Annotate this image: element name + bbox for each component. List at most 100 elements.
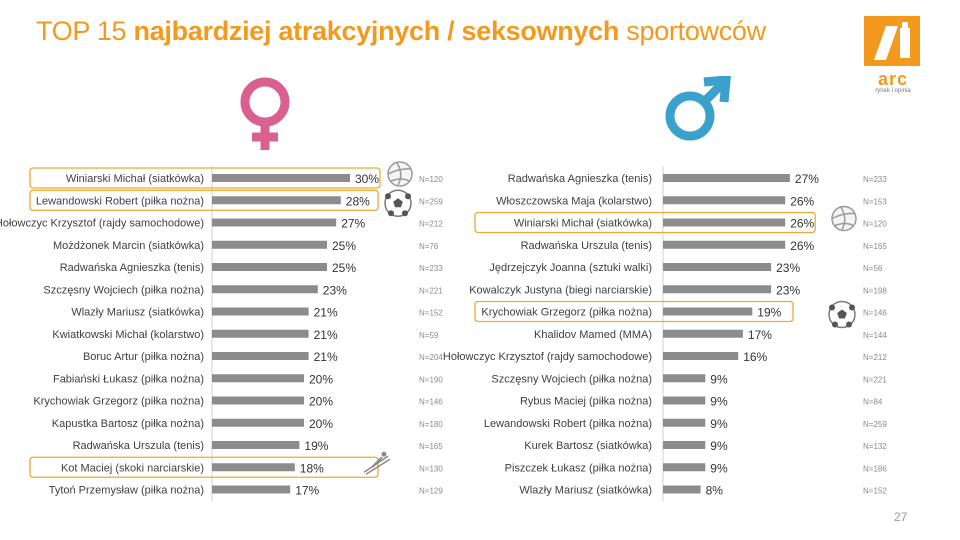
female-bar	[212, 396, 304, 405]
logo-text: arc	[877, 69, 909, 89]
female-n-label: N=59	[419, 331, 439, 340]
soccer-ball-icon	[384, 189, 412, 217]
male-value-label: 23%	[776, 261, 800, 275]
female-row-label: Boruc Artur (piłka nożna)	[83, 351, 204, 363]
male-value-label: 9%	[710, 372, 728, 386]
female-n-label: N=233	[419, 264, 443, 273]
female-bar	[212, 218, 337, 227]
female-row-label: Lewandowski Robert (piłka nożna)	[36, 195, 204, 207]
female-row-label: Radwańska Agnieszka (tenis)	[60, 262, 204, 274]
female-value-label: 20%	[309, 372, 333, 386]
male-row-label: Khalidov Mamed (MMA)	[534, 329, 652, 341]
male-row-label: Włoszczowska Maja (kolarstwo)	[496, 195, 652, 207]
female-value-label: 27%	[341, 217, 365, 231]
female-bar	[212, 240, 327, 249]
volleyball-icon	[387, 161, 413, 187]
female-value-label: 21%	[314, 328, 338, 342]
male-bar	[663, 352, 739, 360]
female-value-label: 18%	[300, 461, 324, 475]
female-n-label: N=212	[419, 220, 443, 229]
female-n-label: N=204	[419, 353, 443, 362]
male-row-label: Kurek Bartosz (siatkówka)	[524, 440, 652, 452]
male-value-label: 9%	[710, 417, 728, 431]
male-highlight-box	[474, 300, 794, 323]
female-row-label: Fabiański Łukasz (piłka nożna)	[53, 373, 204, 385]
male-value-label: 27%	[795, 172, 819, 186]
female-n-label: N=146	[419, 398, 443, 407]
male-bar	[663, 329, 743, 338]
female-row-label: Możdżonek Marcin (siatkówka)	[53, 240, 204, 252]
female-bar	[212, 463, 295, 472]
male-bar	[663, 263, 772, 271]
female-n-label: N=129	[419, 487, 443, 496]
female-highlight-box	[29, 167, 381, 189]
female-n-label: N=76	[419, 242, 439, 251]
male-row-label: Szczęsny Wojciech (piłka nożna)	[491, 373, 652, 385]
male-value-label: 9%	[710, 461, 728, 475]
ski-jumper-icon	[363, 451, 391, 475]
male-n-label: N=259	[863, 420, 887, 429]
title-suffix: sportowców	[619, 16, 766, 46]
male-n-label: N=56	[863, 264, 883, 273]
male-bar	[663, 485, 701, 494]
page-number: 27	[894, 510, 908, 524]
male-row-label: Radwańska Agnieszka (tenis)	[508, 173, 652, 185]
male-value-label: 9%	[710, 395, 728, 409]
male-n-label: N=84	[863, 398, 883, 407]
female-value-label: 19%	[304, 439, 328, 453]
male-bar	[663, 396, 706, 405]
male-bar	[663, 240, 786, 249]
female-bar	[212, 352, 309, 360]
male-value-label: 19%	[757, 306, 781, 320]
male-n-label: N=212	[863, 353, 887, 362]
male-row-label: Kowalczyk Justyna (biegi narciarskie)	[469, 284, 652, 296]
male-bar	[663, 196, 786, 205]
female-n-label: N=190	[419, 375, 443, 384]
male-value-label: 26%	[790, 217, 814, 231]
female-row-label: Szczęsny Wojciech (piłka nożna)	[43, 284, 204, 296]
female-value-label: 23%	[323, 283, 347, 297]
male-value-label: 8%	[706, 484, 724, 498]
male-n-label: N=186	[863, 464, 887, 473]
female-n-label: N=120	[419, 175, 443, 184]
male-value-label: 16%	[743, 350, 767, 364]
male-value-label: 17%	[748, 328, 772, 342]
male-symbol-icon	[665, 76, 731, 141]
female-n-label: N=152	[419, 309, 443, 318]
female-row-label: Winiarski Michał (siatkówka)	[66, 173, 204, 185]
female-bar	[212, 174, 350, 182]
female-n-label: N=259	[419, 197, 443, 206]
male-n-label: N=144	[863, 331, 887, 340]
male-row-label: Rybus Maciej (piłka nożna)	[520, 396, 652, 408]
female-bar	[212, 263, 327, 271]
male-value-label: 23%	[776, 283, 800, 297]
female-bar	[212, 329, 309, 338]
female-n-label: N=130	[419, 464, 443, 473]
male-n-label: N=165	[863, 242, 887, 251]
female-bar	[212, 485, 291, 494]
male-row-label: Hołowczyc Krzysztof (rajdy samochodowe)	[443, 351, 652, 363]
female-row-label: Wlazły Mariusz (siatkówka)	[71, 307, 204, 319]
female-bar	[212, 441, 300, 449]
female-value-label: 17%	[295, 484, 319, 498]
female-n-label: N=180	[419, 420, 443, 429]
female-value-label: 28%	[346, 194, 370, 208]
male-n-label: N=221	[863, 375, 887, 384]
male-value-label: 9%	[710, 439, 728, 453]
female-bar	[212, 374, 304, 383]
male-n-label: N=153	[863, 197, 887, 206]
arc-logo-icon	[864, 16, 920, 66]
title-prefix: TOP 15	[36, 16, 134, 46]
male-bar	[663, 463, 706, 472]
male-highlight-box	[474, 211, 816, 234]
female-row-label: Radwańska Urszula (tenis)	[73, 440, 204, 452]
male-bar	[663, 174, 790, 182]
female-bar	[212, 418, 304, 427]
female-symbol-icon	[240, 77, 290, 150]
male-row-label: Radwańska Urszula (tenis)	[521, 240, 652, 252]
male-row-label: Krychowiak Grzegorz (piłka nożna)	[481, 307, 652, 319]
female-row-label: Tytoń Przemysław (piłka nożna)	[49, 485, 204, 497]
male-bar	[663, 307, 753, 316]
female-value-label: 30%	[355, 172, 379, 186]
female-bar	[212, 196, 341, 205]
